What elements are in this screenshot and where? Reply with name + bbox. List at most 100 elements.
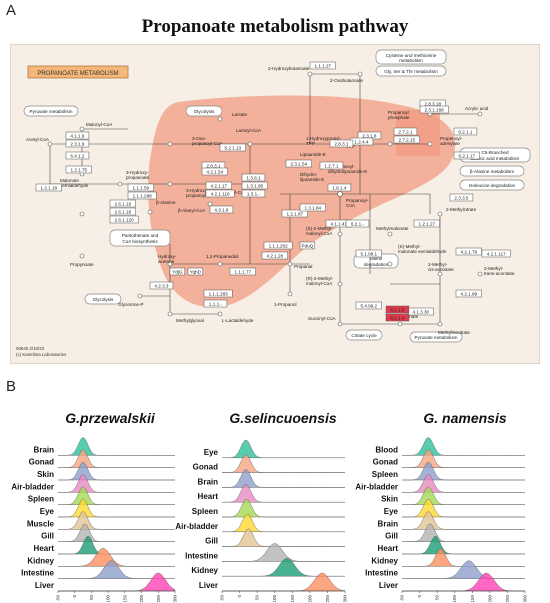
density-ridge	[222, 484, 345, 503]
x-tick-label: 300	[343, 595, 348, 603]
svg-text:Cysteine and methionine: Cysteine and methionine	[386, 53, 437, 58]
ridge-category-label: Brain	[34, 445, 55, 454]
enzyme-label: 2.3.1.8	[362, 133, 376, 138]
svg-text:(S)-Methyl-: (S)-Methyl-	[398, 244, 421, 249]
svg-text:C5-Branched: C5-Branched	[481, 150, 509, 155]
enzyme-boxes: 1.1.1.27 4.1.1.9 2.3.1.9 6.4.1.2 1.2.1.75 1.2…	[35, 61, 511, 322]
ridge-category-label: Eye	[204, 448, 219, 457]
density-ridge	[222, 498, 345, 518]
x-tick-label: 0	[72, 595, 77, 598]
svg-text:Malonyl-CoA: Malonyl-CoA	[86, 122, 113, 127]
x-tick-label: 200	[307, 595, 312, 603]
enzyme-label: 1.2.1.18	[40, 185, 57, 190]
svg-text:Propanoyl: Propanoyl	[388, 110, 409, 115]
ridge-category-label: Heart	[378, 544, 399, 553]
ridge-category-label: Intestine	[365, 569, 398, 578]
enzyme-box	[355, 249, 382, 258]
ridge-category-label: Heart	[198, 492, 219, 501]
svg-text:Succinyl-CoA: Succinyl-CoA	[308, 316, 337, 321]
density-ridge	[57, 486, 176, 505]
ridge-category-label: Eye	[40, 507, 55, 516]
svg-text:Methylmalonate: Methylmalonate	[376, 226, 409, 231]
enzyme-box	[241, 173, 266, 182]
svg-text:Pyruvate metabolism: Pyruvate metabolism	[415, 335, 458, 340]
svg-text:semialdehyde: semialdehyde	[60, 183, 89, 188]
enzyme-box	[127, 191, 157, 200]
enzyme-box	[169, 267, 186, 276]
enzyme-label: 2.6.1.18	[114, 209, 131, 214]
enzyme-box	[385, 313, 410, 322]
ridge-category-label: Eye	[384, 507, 399, 516]
ridge-category-label: Air-bladder	[355, 482, 398, 491]
density-ridge	[402, 535, 525, 555]
ridge-category-label: Skin	[381, 495, 398, 504]
svg-text:(R)-2-Methyl-: (R)-2-Methyl-	[306, 276, 334, 281]
enzyme-box	[327, 183, 352, 192]
density-ridge	[58, 461, 175, 481]
enzyme-label: 2.3.1.54	[290, 161, 307, 166]
enzyme-label: 6.2.1.4	[390, 315, 404, 320]
enzyme-label: 6.2.1.13	[224, 145, 241, 150]
enzyme-label: 2.3.1.168	[425, 107, 445, 112]
ridge-chart-title: G. namensis	[423, 410, 506, 426]
x-tick-label: 200	[139, 595, 144, 603]
enzyme-label: 1.3.1.84	[304, 205, 321, 210]
enzyme-box	[187, 267, 204, 276]
enzyme-label: 1.2.4.4	[354, 139, 368, 144]
ridge-category-label: Air-bladder	[11, 482, 54, 491]
svg-text:2-Methylcitrate: 2-Methylcitrate	[446, 207, 477, 212]
ridge-category-label: Brain	[378, 519, 399, 528]
enzyme-box	[455, 289, 482, 298]
ridge-chart-title: G.przewalskii	[65, 410, 156, 426]
svg-text:Lipoamide-E: Lipoamide-E	[300, 152, 326, 157]
svg-text:Propanoyl-: Propanoyl-	[346, 198, 369, 203]
x-tick-label: 300	[173, 595, 178, 603]
svg-text:acetone: acetone	[158, 259, 175, 264]
svg-text:lipoamide-E: lipoamide-E	[300, 177, 324, 182]
svg-text:β-Alanyl-CoA: β-Alanyl-CoA	[178, 208, 206, 213]
kegg-pathway-map: PROPANOATE METABOLISM Cysteine and methi…	[10, 44, 540, 364]
enzyme-box	[263, 241, 293, 250]
enzyme-box	[109, 207, 136, 216]
x-tick-label: 150	[470, 595, 475, 603]
enzyme-label: 1.2.7.1	[324, 163, 338, 168]
ridge-category-label: Skin	[37, 470, 54, 479]
x-tick-label: 0	[237, 595, 242, 598]
density-ridge	[57, 474, 176, 493]
x-tick-label: -50	[56, 595, 61, 602]
density-ridge	[401, 511, 526, 530]
enzyme-label: 1.1.1.298	[133, 193, 153, 198]
enzyme-box	[453, 127, 478, 136]
density-ridge	[58, 536, 175, 555]
enzyme-box	[209, 205, 234, 214]
enzyme-box	[385, 305, 410, 314]
svg-text:Hydroxy-: Hydroxy-	[158, 254, 177, 259]
enzyme-label: 4.2.1.28	[266, 253, 283, 258]
ridge-category-label: Gill	[205, 537, 218, 546]
density-ridge	[57, 437, 176, 456]
panel-b-letter: B	[6, 378, 17, 395]
svg-text:metabolism: metabolism	[399, 58, 423, 63]
svg-text:Propenoyl-: Propenoyl-	[440, 136, 463, 141]
density-ridge	[222, 439, 345, 458]
svg-text:β-Alanine: β-Alanine	[156, 200, 176, 205]
x-tick-label: -50	[400, 595, 405, 602]
ridge-category-label: Air-bladder	[175, 522, 218, 531]
enzyme-label: 2.6.1.120	[115, 217, 135, 222]
svg-text:Malonate: Malonate	[60, 178, 79, 183]
ridge-category-label: Liver	[199, 581, 218, 590]
svg-text:Methylisocitrate: Methylisocitrate	[438, 330, 470, 335]
enzyme-box	[449, 193, 474, 202]
enzyme-box	[241, 189, 266, 198]
enzyme-box	[261, 251, 288, 260]
enzyme-label: 4.2.1.99	[460, 291, 477, 296]
enzyme-box	[205, 181, 232, 190]
ridge-category-label: Liver	[379, 581, 398, 590]
x-tick-label: 200	[487, 595, 492, 603]
svg-text:Citrate cycle: Citrate cycle	[351, 333, 377, 338]
ridge-category-label: Intestine	[185, 551, 218, 560]
svg-text:propanoyl-CoA: propanoyl-CoA	[192, 141, 224, 146]
ridge-category-label: Liver	[35, 581, 54, 590]
enzyme-box	[413, 219, 440, 228]
svg-text:1-Hydroxypropyl-: 1-Hydroxypropyl-	[306, 136, 341, 141]
